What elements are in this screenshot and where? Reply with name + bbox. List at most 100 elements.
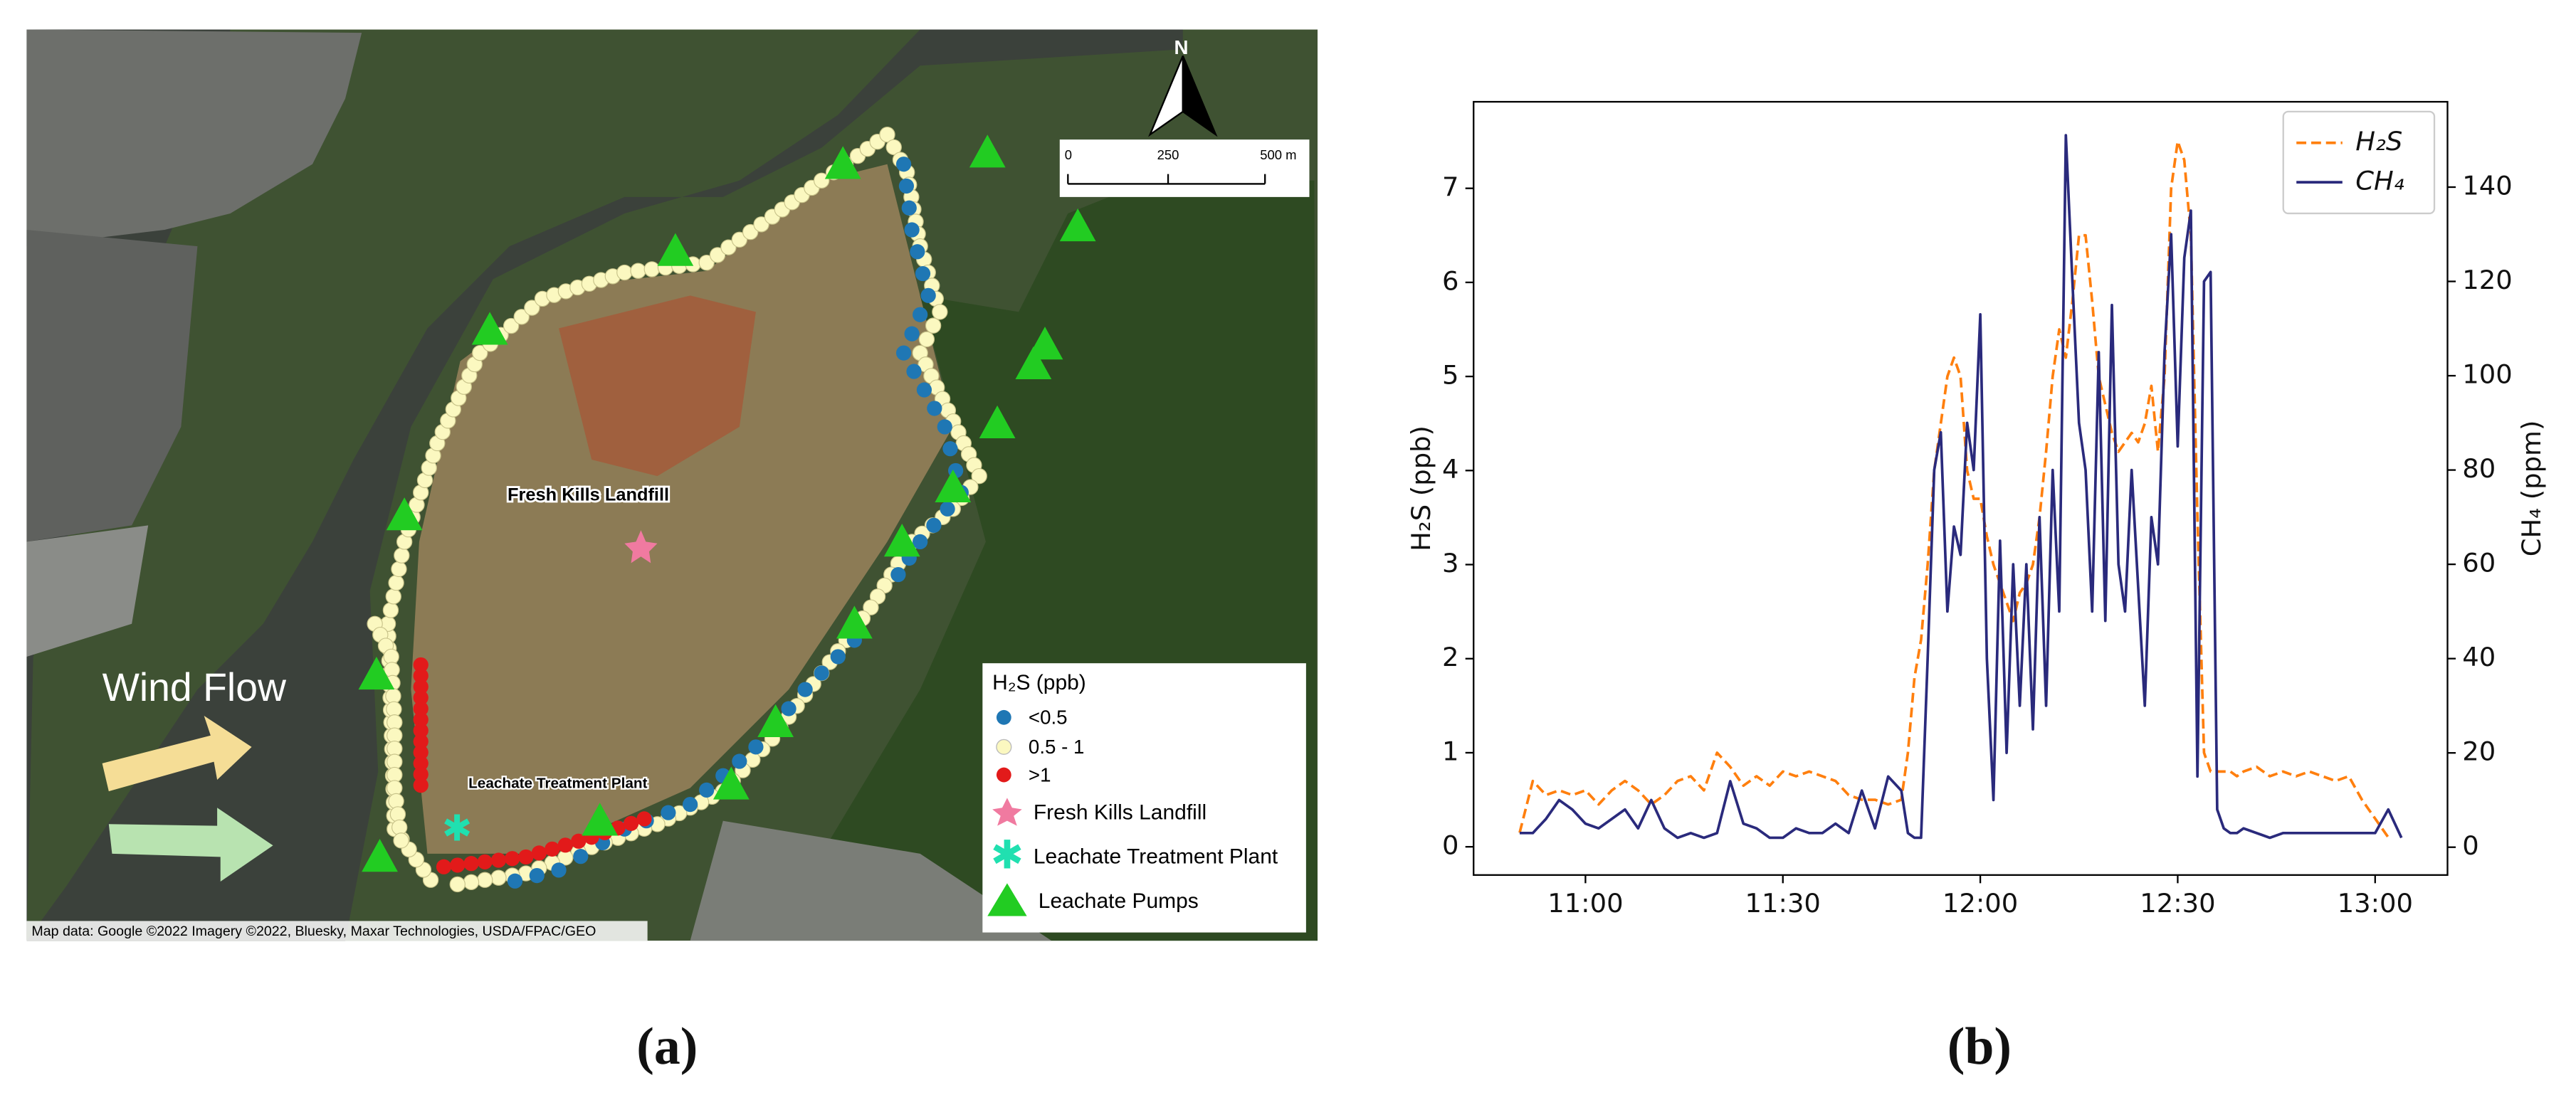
urban	[26, 230, 198, 542]
pump-marker	[824, 146, 861, 179]
track-point	[898, 178, 915, 194]
track-point	[413, 744, 429, 761]
pump-marker	[1059, 208, 1096, 242]
track-point	[643, 261, 660, 277]
track-point	[661, 805, 676, 820]
y-tick-label: 6	[1442, 265, 1458, 296]
track-point	[731, 231, 748, 248]
y2-tick-label: 120	[2462, 265, 2512, 295]
track-point	[925, 317, 942, 334]
legend-label: CH₄	[2355, 166, 2404, 196]
track-point	[814, 172, 830, 189]
track-point	[616, 264, 633, 281]
track-point	[507, 873, 523, 889]
wind-arrow	[108, 808, 273, 882]
track-point	[895, 345, 912, 361]
track-point	[463, 874, 480, 891]
track-point	[382, 602, 399, 618]
track-point	[389, 806, 406, 822]
x-tick-label: 11:00	[1547, 888, 1623, 919]
y2-tick-label: 20	[2462, 736, 2496, 767]
track-point	[387, 780, 403, 796]
north-label: N	[1174, 36, 1189, 58]
track-point	[814, 665, 829, 681]
track-point	[906, 364, 922, 379]
landfill-label: Fresh Kills Landfill	[508, 485, 669, 505]
y2-tick-label: 140	[2462, 170, 2512, 201]
pump-marker	[836, 605, 873, 639]
track-point	[940, 501, 955, 517]
track-point	[524, 300, 540, 316]
track-point	[926, 517, 942, 533]
track-point	[436, 859, 452, 874]
track-point	[413, 778, 429, 793]
x-tick-label: 12:30	[2140, 888, 2215, 919]
track-point	[720, 239, 737, 255]
track-point	[699, 782, 715, 798]
y2-tick-label: 80	[2462, 453, 2496, 484]
y2-axis-label: CH₄ (ppm)	[2516, 420, 2547, 557]
track-point	[477, 854, 493, 869]
y-axis-label: H₂S (ppb)	[1406, 425, 1436, 551]
legend-label: H₂S	[2355, 126, 2402, 157]
y-tick-label: 5	[1442, 360, 1458, 391]
track-point	[513, 309, 530, 325]
legend-marker	[987, 883, 1027, 916]
pump-marker	[386, 497, 423, 531]
track-point	[748, 739, 764, 755]
track-point	[742, 223, 759, 240]
legend-marker	[996, 739, 1012, 755]
legend-label: 0.5 - 1	[1029, 736, 1084, 758]
legend-marker	[996, 767, 1011, 783]
map-panel: Fresh Kills Landfill Leachate Treatment …	[26, 29, 1318, 941]
landfill-soil	[559, 295, 756, 477]
track-point	[529, 867, 545, 884]
track-point	[505, 851, 520, 867]
x-tick-label: 12:00	[1942, 888, 2018, 919]
river	[26, 29, 1183, 941]
track-point	[904, 222, 920, 238]
track-point	[630, 263, 646, 279]
urban	[690, 820, 1052, 941]
caption: (a)	[636, 1017, 698, 1075]
urban	[26, 525, 149, 657]
y-tick-label: 7	[1442, 171, 1458, 202]
y2-tick-label: 60	[2462, 548, 2496, 578]
scale-bar	[1067, 174, 1266, 185]
pump-marker	[582, 803, 619, 836]
track-point	[413, 734, 429, 749]
chart: 11:00 11:30 12:00 12:30 13:00 0 1 2 3 4 5 6 7 0 20 40 60…	[1406, 100, 2547, 919]
track-point	[890, 566, 906, 583]
track-point	[463, 856, 479, 872]
legend-marker	[996, 709, 1011, 725]
track-point	[449, 876, 466, 893]
map-credit: Map data: Google ©2022 Imagery ©2022, Bl…	[31, 924, 596, 939]
y2-tick-label: 40	[2462, 642, 2496, 672]
track-point	[636, 811, 652, 827]
x-tick-label: 13:00	[2338, 888, 2413, 919]
track-point	[910, 244, 925, 260]
track-point	[781, 701, 797, 716]
track-point	[895, 157, 912, 172]
track-point	[863, 599, 879, 615]
track-point	[413, 756, 429, 771]
data-line	[1519, 134, 2403, 840]
legend-label: Leachate Treatment Plant	[1034, 845, 1278, 869]
track-point	[413, 766, 429, 782]
track-point	[551, 862, 567, 878]
track-point	[490, 852, 507, 868]
y2-tick-label: 0	[2462, 830, 2478, 861]
track-point	[932, 304, 948, 320]
wind-arrow	[102, 716, 252, 792]
track-point	[394, 547, 410, 564]
legend-label: Leachate Pumps	[1039, 889, 1199, 913]
track-point	[413, 723, 429, 739]
track-point	[385, 588, 401, 605]
pump-marker	[757, 704, 794, 737]
track-point	[413, 679, 429, 694]
track-point	[901, 200, 917, 216]
track-point	[927, 401, 942, 416]
track-point	[830, 649, 846, 665]
scale-label: 0	[1065, 147, 1072, 162]
